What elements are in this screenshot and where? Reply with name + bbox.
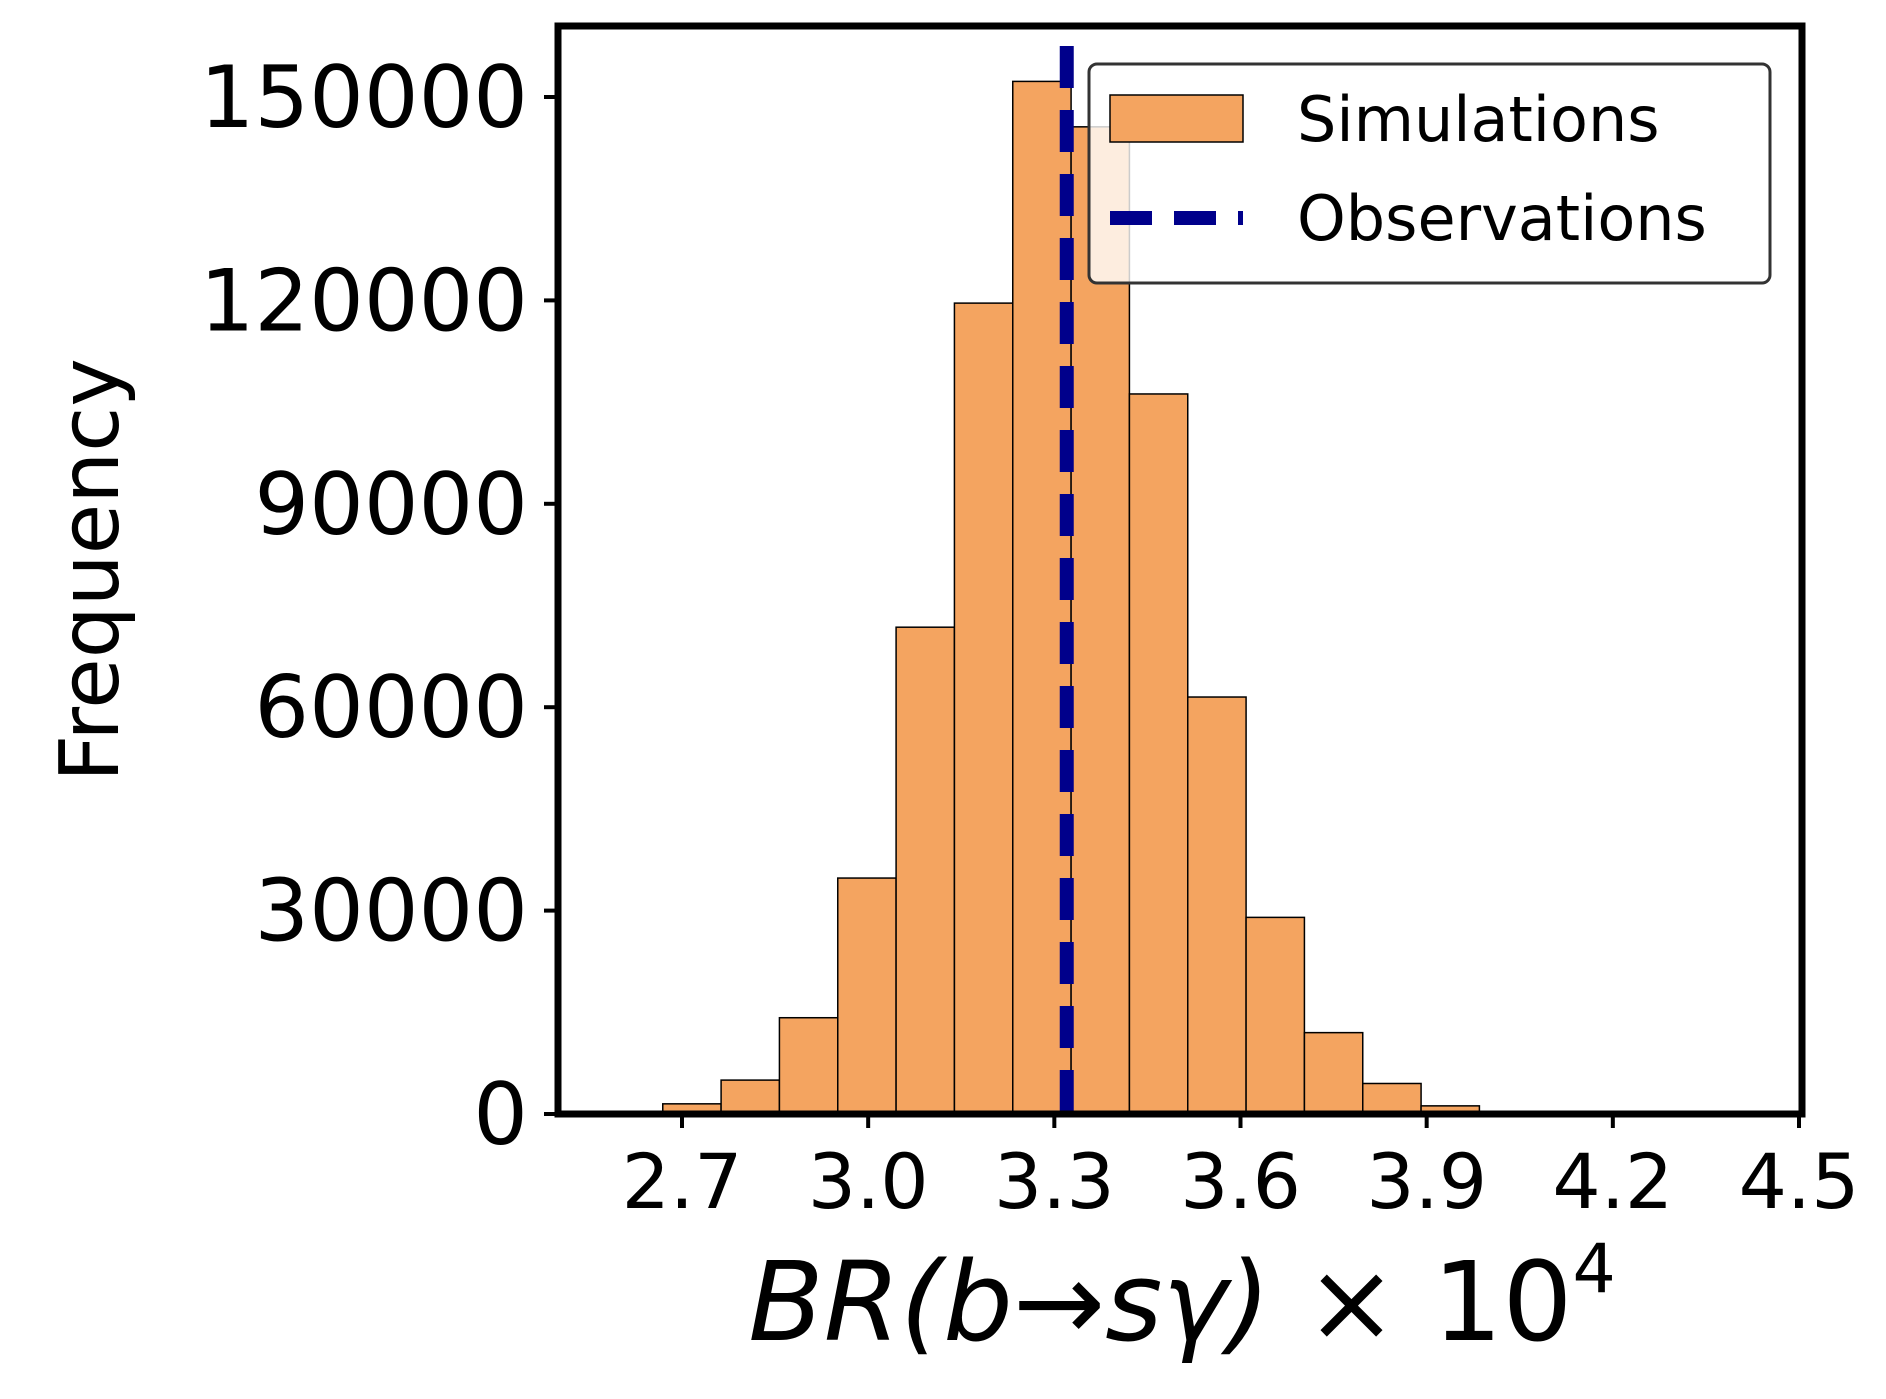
y-tick-label: 60000: [254, 658, 528, 758]
x-tick-label: 3.6: [1180, 1137, 1301, 1226]
histogram-bar: [1303, 1031, 1364, 1115]
histogram-bar: [778, 1016, 839, 1115]
legend-label-observations: Observations: [1297, 182, 1707, 255]
histogram-bar: [1128, 393, 1189, 1115]
x-tick-label: 2.7: [622, 1137, 743, 1226]
x-title-times: × 10: [1270, 1238, 1572, 1366]
histogram-bar: [895, 626, 956, 1115]
legend: Simulations Observations: [1087, 62, 1772, 285]
legend-swatch-simulations: [1109, 94, 1244, 143]
x-title-arrow: →: [1013, 1238, 1105, 1366]
x-tick-label: 4.2: [1552, 1137, 1673, 1226]
histogram-bar: [953, 302, 1014, 1115]
x-axis-ticks: 2.7 3.0 3.3 3.6 3.9 4.2 4.5: [622, 1114, 1860, 1226]
histogram-bar: [720, 1079, 781, 1115]
x-title-b: b: [943, 1238, 1013, 1366]
y-tick-label: 120000: [200, 251, 528, 351]
x-title-gamma: γ: [1162, 1238, 1232, 1366]
y-axis-title: Frequency: [43, 358, 138, 782]
histogram-bar: [1070, 126, 1131, 1115]
x-tick-label: 3.9: [1366, 1137, 1487, 1226]
x-tick-label: 3.0: [808, 1137, 929, 1226]
x-title-s: s: [1105, 1238, 1162, 1366]
histogram-bar: [1245, 916, 1306, 1115]
y-tick-label: 150000: [200, 48, 528, 148]
x-tick-label: 4.5: [1739, 1137, 1860, 1226]
legend-label-simulations: Simulations: [1297, 83, 1660, 156]
x-title-br: BR(: [748, 1238, 947, 1366]
histogram-bar: [837, 877, 897, 1115]
plot-frame: [554, 22, 1806, 1118]
x-axis-title: BR(b→sγ) × 104: [748, 1230, 1616, 1366]
y-tick-label: 0: [473, 1065, 528, 1165]
y-tick-label: 90000: [254, 455, 528, 555]
legend-box: [1087, 62, 1772, 285]
y-tick-label: 30000: [254, 862, 528, 962]
histogram-bar: [1187, 696, 1247, 1115]
x-tick-label: 3.3: [994, 1137, 1115, 1226]
x-title-exponent: 4: [1572, 1230, 1615, 1309]
histogram-bars: [662, 80, 1481, 1115]
histogram-bar: [1361, 1082, 1422, 1115]
y-axis-ticks: 0 30000 60000 90000 120000 150000: [200, 48, 558, 1165]
x-title-close: ): [1220, 1238, 1270, 1366]
